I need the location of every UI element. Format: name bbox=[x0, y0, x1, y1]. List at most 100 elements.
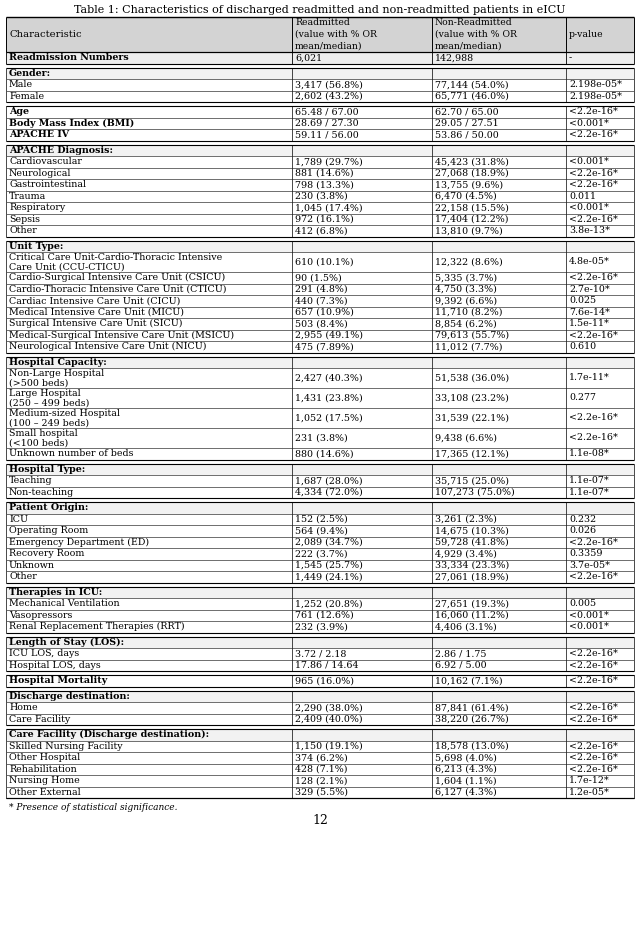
Text: mean/median): mean/median) bbox=[435, 42, 502, 50]
Text: <2.2e-16*: <2.2e-16* bbox=[569, 330, 618, 340]
Text: 27,651 (19.3%): 27,651 (19.3%) bbox=[435, 599, 509, 608]
Text: 3,261 (2.3%): 3,261 (2.3%) bbox=[435, 515, 497, 524]
Text: Non-Readmitted: Non-Readmitted bbox=[435, 18, 513, 28]
Text: 0.025: 0.025 bbox=[569, 296, 596, 306]
Text: Hospital LOS, days: Hospital LOS, days bbox=[9, 661, 100, 670]
Text: <2.2e-16*: <2.2e-16* bbox=[569, 273, 618, 282]
Text: <2.2e-16*: <2.2e-16* bbox=[569, 413, 618, 423]
Text: 1.7e-12*: 1.7e-12* bbox=[569, 776, 610, 785]
Text: 77,144 (54.0%): 77,144 (54.0%) bbox=[435, 80, 509, 89]
Text: Trauma: Trauma bbox=[9, 191, 46, 201]
Bar bbox=[6, 690, 634, 702]
Text: <2.2e-16*: <2.2e-16* bbox=[569, 538, 618, 546]
Text: 28.69 / 27.30: 28.69 / 27.30 bbox=[295, 119, 358, 128]
Text: 3.72 / 2.18: 3.72 / 2.18 bbox=[295, 649, 346, 658]
Text: Respiratory: Respiratory bbox=[9, 203, 65, 212]
Text: Hospital Capacity:: Hospital Capacity: bbox=[9, 358, 107, 367]
Text: 0.026: 0.026 bbox=[569, 526, 596, 535]
Bar bbox=[6, 52, 634, 64]
Text: Care Facility (Discharge destination):: Care Facility (Discharge destination): bbox=[9, 730, 209, 740]
Text: 2,290 (38.0%): 2,290 (38.0%) bbox=[295, 704, 363, 712]
Text: Other: Other bbox=[9, 227, 36, 235]
Text: 1,045 (17.4%): 1,045 (17.4%) bbox=[295, 203, 363, 212]
Text: 13,755 (9.6%): 13,755 (9.6%) bbox=[435, 180, 503, 189]
Text: 51,538 (36.0%): 51,538 (36.0%) bbox=[435, 373, 509, 383]
Text: 2,602 (43.2%): 2,602 (43.2%) bbox=[295, 91, 363, 101]
Text: 1,052 (17.5%): 1,052 (17.5%) bbox=[295, 413, 363, 423]
Text: 14,675 (10.3%): 14,675 (10.3%) bbox=[435, 526, 509, 535]
Text: Emergency Department (ED): Emergency Department (ED) bbox=[9, 538, 149, 546]
Text: 1,431 (23.8%): 1,431 (23.8%) bbox=[295, 393, 363, 403]
Text: 33,108 (23.2%): 33,108 (23.2%) bbox=[435, 393, 509, 403]
Text: Teaching: Teaching bbox=[9, 476, 52, 486]
Text: Rehabilitation: Rehabilitation bbox=[9, 764, 77, 774]
Text: <2.2e-16*: <2.2e-16* bbox=[569, 215, 618, 224]
Text: Non-teaching: Non-teaching bbox=[9, 487, 74, 497]
Text: 1.5e-11*: 1.5e-11* bbox=[569, 319, 610, 328]
Text: 2.198e-05*: 2.198e-05* bbox=[569, 91, 622, 101]
Text: Other: Other bbox=[9, 572, 36, 582]
Text: <2.2e-16*: <2.2e-16* bbox=[569, 753, 618, 763]
Text: 2.198e-05*: 2.198e-05* bbox=[569, 80, 622, 89]
Text: Neurological: Neurological bbox=[9, 169, 72, 178]
Text: Body Mass Index (BMI): Body Mass Index (BMI) bbox=[9, 119, 134, 128]
Text: Recovery Room: Recovery Room bbox=[9, 549, 84, 558]
Text: 128 (2.1%): 128 (2.1%) bbox=[295, 776, 348, 785]
Text: 2,089 (34.7%): 2,089 (34.7%) bbox=[295, 538, 363, 546]
Text: 6,470 (4.5%): 6,470 (4.5%) bbox=[435, 191, 497, 201]
Text: Neurological Intensive Care Unit (NICU): Neurological Intensive Care Unit (NICU) bbox=[9, 342, 207, 351]
Text: 12,322 (8.6%): 12,322 (8.6%) bbox=[435, 257, 503, 267]
Text: mean/median): mean/median) bbox=[295, 42, 363, 50]
Text: 9,392 (6.6%): 9,392 (6.6%) bbox=[435, 296, 497, 306]
Text: 62.70 / 65.00: 62.70 / 65.00 bbox=[435, 108, 499, 116]
Text: 2.86 / 1.75: 2.86 / 1.75 bbox=[435, 649, 486, 658]
Bar bbox=[6, 502, 634, 513]
Text: <0.001*: <0.001* bbox=[569, 203, 609, 212]
Bar bbox=[6, 145, 634, 156]
Text: <2.2e-16*: <2.2e-16* bbox=[569, 661, 618, 670]
Text: 1,252 (20.8%): 1,252 (20.8%) bbox=[295, 599, 363, 608]
Text: 2.7e-10*: 2.7e-10* bbox=[569, 285, 610, 294]
Text: <0.001*: <0.001* bbox=[569, 119, 609, 128]
Text: APACHE Diagnosis:: APACHE Diagnosis: bbox=[9, 146, 113, 155]
Text: 374 (6.2%): 374 (6.2%) bbox=[295, 753, 348, 763]
Text: 881 (14.6%): 881 (14.6%) bbox=[295, 169, 354, 178]
Bar bbox=[6, 637, 634, 648]
Text: 1,150 (19.1%): 1,150 (19.1%) bbox=[295, 742, 363, 751]
Text: Medical-Surgical Intensive Care Unit (MSICU): Medical-Surgical Intensive Care Unit (MS… bbox=[9, 330, 234, 340]
Text: Mechanical Ventilation: Mechanical Ventilation bbox=[9, 599, 120, 608]
Text: 1.1e-07*: 1.1e-07* bbox=[569, 476, 610, 486]
Text: 27,068 (18.9%): 27,068 (18.9%) bbox=[435, 169, 509, 178]
Text: Nursing Home: Nursing Home bbox=[9, 776, 80, 785]
Text: 1,449 (24.1%): 1,449 (24.1%) bbox=[295, 572, 363, 582]
Text: 4.8e-05*: 4.8e-05* bbox=[569, 257, 610, 267]
Text: 9,438 (6.6%): 9,438 (6.6%) bbox=[435, 433, 497, 443]
Text: <2.2e-16*: <2.2e-16* bbox=[569, 108, 618, 116]
Text: Medical Intensive Care Unit (MICU): Medical Intensive Care Unit (MICU) bbox=[9, 307, 184, 317]
Text: 10,162 (7.1%): 10,162 (7.1%) bbox=[435, 676, 502, 685]
Text: 17,365 (12.1%): 17,365 (12.1%) bbox=[435, 449, 509, 458]
Text: <2.2e-16*: <2.2e-16* bbox=[569, 649, 618, 658]
Text: Critical Care Unit-Cardio-Thoracic Intensive: Critical Care Unit-Cardio-Thoracic Inten… bbox=[9, 252, 222, 262]
Text: 1.1e-07*: 1.1e-07* bbox=[569, 487, 610, 497]
Text: Characteristic: Characteristic bbox=[9, 30, 82, 39]
Text: Renal Replacement Therapies (RRT): Renal Replacement Therapies (RRT) bbox=[9, 623, 184, 631]
Text: 6.92 / 5.00: 6.92 / 5.00 bbox=[435, 661, 486, 670]
Text: Unknown number of beds: Unknown number of beds bbox=[9, 449, 134, 458]
Text: Medium-sized Hospital: Medium-sized Hospital bbox=[9, 408, 120, 418]
Text: <2.2e-16*: <2.2e-16* bbox=[569, 169, 618, 178]
Text: Other Hospital: Other Hospital bbox=[9, 753, 80, 763]
Text: 428 (7.1%): 428 (7.1%) bbox=[295, 764, 348, 774]
Text: 657 (10.9%): 657 (10.9%) bbox=[295, 307, 354, 317]
Text: ICU: ICU bbox=[9, 515, 28, 524]
Text: 4,929 (3.4%): 4,929 (3.4%) bbox=[435, 549, 497, 558]
Text: -: - bbox=[569, 53, 572, 62]
Text: Hospital Mortality: Hospital Mortality bbox=[9, 676, 108, 685]
Bar bbox=[6, 356, 634, 368]
Text: Cardiac Intensive Care Unit (CICU): Cardiac Intensive Care Unit (CICU) bbox=[9, 296, 180, 306]
Bar bbox=[6, 17, 634, 52]
Text: Length of Stay (LOS):: Length of Stay (LOS): bbox=[9, 638, 124, 646]
Text: APACHE IV: APACHE IV bbox=[9, 130, 69, 139]
Text: 11,012 (7.7%): 11,012 (7.7%) bbox=[435, 343, 502, 351]
Text: 38,220 (26.7%): 38,220 (26.7%) bbox=[435, 715, 509, 724]
